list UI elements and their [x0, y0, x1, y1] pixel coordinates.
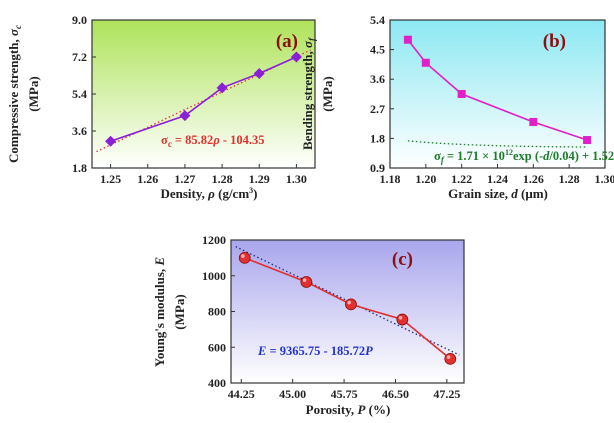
data-point — [179, 110, 191, 122]
y-tick-label: 800 — [208, 305, 226, 319]
equation-b: σf = 1.71 × 1012exp (-d/0.04) + 1.52 — [434, 148, 614, 165]
data-point — [529, 117, 538, 126]
data-point-highlight — [446, 355, 451, 359]
y-tick-label: 600 — [208, 340, 226, 354]
data-point — [238, 251, 251, 264]
plot-area-a — [91, 19, 316, 169]
data-point — [421, 58, 430, 67]
chart-bending-strength: 1.18 1.20 1.22 1.24 1.26 1.28 1.30 0.9 1.8 2.7 3.6… — [300, 13, 614, 201]
x-tick-label: 46.50 — [382, 387, 409, 401]
x-tick-label: 1.20 — [415, 172, 436, 186]
y-tick-label: 3.6 — [72, 124, 87, 138]
x-tick-label: 1.26 — [523, 172, 544, 186]
chart-compressive-strength: 1.25 1.26 1.27 1.28 1.29 1.301.83.65.47.29.0 … — [6, 13, 316, 201]
y-tick-label: 5.4 — [72, 87, 87, 101]
y-tick-label: 4.5 — [370, 43, 385, 57]
x-tick-label: 1.26 — [137, 172, 158, 186]
panel-label-b: (b) — [543, 31, 566, 52]
x-tick-label: 47.25 — [433, 387, 460, 401]
equation-c: E = 9365.75 - 185.72P — [257, 344, 373, 358]
chart-youngs-modulus: 44.25 45.00 45.75 46.50 47.25 400 600 800 1000 12… — [152, 233, 465, 417]
y-axis-unit-b: (MPa) — [320, 76, 335, 111]
x-tick-label: 1.30 — [286, 172, 307, 186]
data-point — [583, 136, 592, 145]
y-axis-unit-a: (MPa) — [26, 76, 41, 111]
x-tick-label: 1.25 — [100, 172, 121, 186]
x-tick-label: 44.25 — [228, 387, 255, 401]
y-tick-label: 3.6 — [370, 72, 385, 86]
data-point — [444, 352, 457, 365]
x-tick-label: 45.75 — [331, 387, 358, 401]
panel-label-c: (c) — [392, 249, 413, 270]
y-tick-label: 1000 — [202, 269, 226, 283]
y-axis-unit-c: (MPa) — [172, 294, 187, 329]
y-tick-label: 2.7 — [370, 102, 385, 116]
data-point — [403, 35, 412, 44]
data-point — [457, 90, 466, 98]
y-tick-label: 5.4 — [370, 13, 385, 27]
data-point-highlight — [241, 254, 245, 258]
x-axis-label-b: Grain size, d (μm) — [448, 186, 548, 201]
y-axis-label-c: Young's modulus, E — [152, 257, 167, 368]
data-point-highlight — [302, 278, 307, 283]
fit-line-b — [407, 140, 588, 148]
y-tick-label: 7.2 — [72, 50, 87, 64]
data-point-highlight — [398, 315, 403, 320]
x-tick-label: 1.28 — [559, 172, 580, 186]
y-tick-label: 1.8 — [370, 131, 385, 145]
data-point — [253, 67, 265, 79]
data-point — [345, 298, 357, 311]
x-axis-label-c: Porosity, P (%) — [306, 402, 391, 417]
data-point — [290, 51, 302, 63]
y-tick-label: 1.8 — [72, 161, 87, 175]
y-tick-label: 0.9 — [370, 161, 385, 175]
equation-a: σc = 85.82ρ - 104.35 — [161, 133, 265, 149]
x-tick-label: 1.27 — [174, 172, 195, 186]
x-tick-label: 1.24 — [487, 172, 508, 186]
plot-area-b — [389, 19, 606, 169]
x-tick-label: 1.29 — [249, 172, 270, 186]
plot-area-c — [230, 239, 465, 384]
y-axis-label-a: Compressive strength, σc — [6, 25, 23, 163]
x-tick-label: 1.30 — [595, 172, 614, 186]
y-axis-label-b: Bending strength, σf — [300, 37, 317, 150]
y-tick-label: 9.0 — [72, 13, 87, 27]
x-tick-label: 45.00 — [279, 387, 306, 401]
x-tick-label: 1.18 — [380, 172, 401, 186]
y-tick-label: 1200 — [202, 233, 226, 247]
panel-label-a: (a) — [276, 31, 298, 52]
y-tick-label: 400 — [208, 376, 226, 390]
data-point — [300, 276, 313, 288]
data-point — [105, 135, 117, 147]
data-point — [396, 313, 409, 326]
x-tick-label: 1.22 — [451, 172, 472, 186]
data-point — [216, 82, 228, 94]
x-axis-label-a: Density, ρ (g/cm3) — [160, 186, 257, 201]
data-point-highlight — [347, 300, 351, 305]
x-tick-label: 1.28 — [212, 172, 233, 186]
